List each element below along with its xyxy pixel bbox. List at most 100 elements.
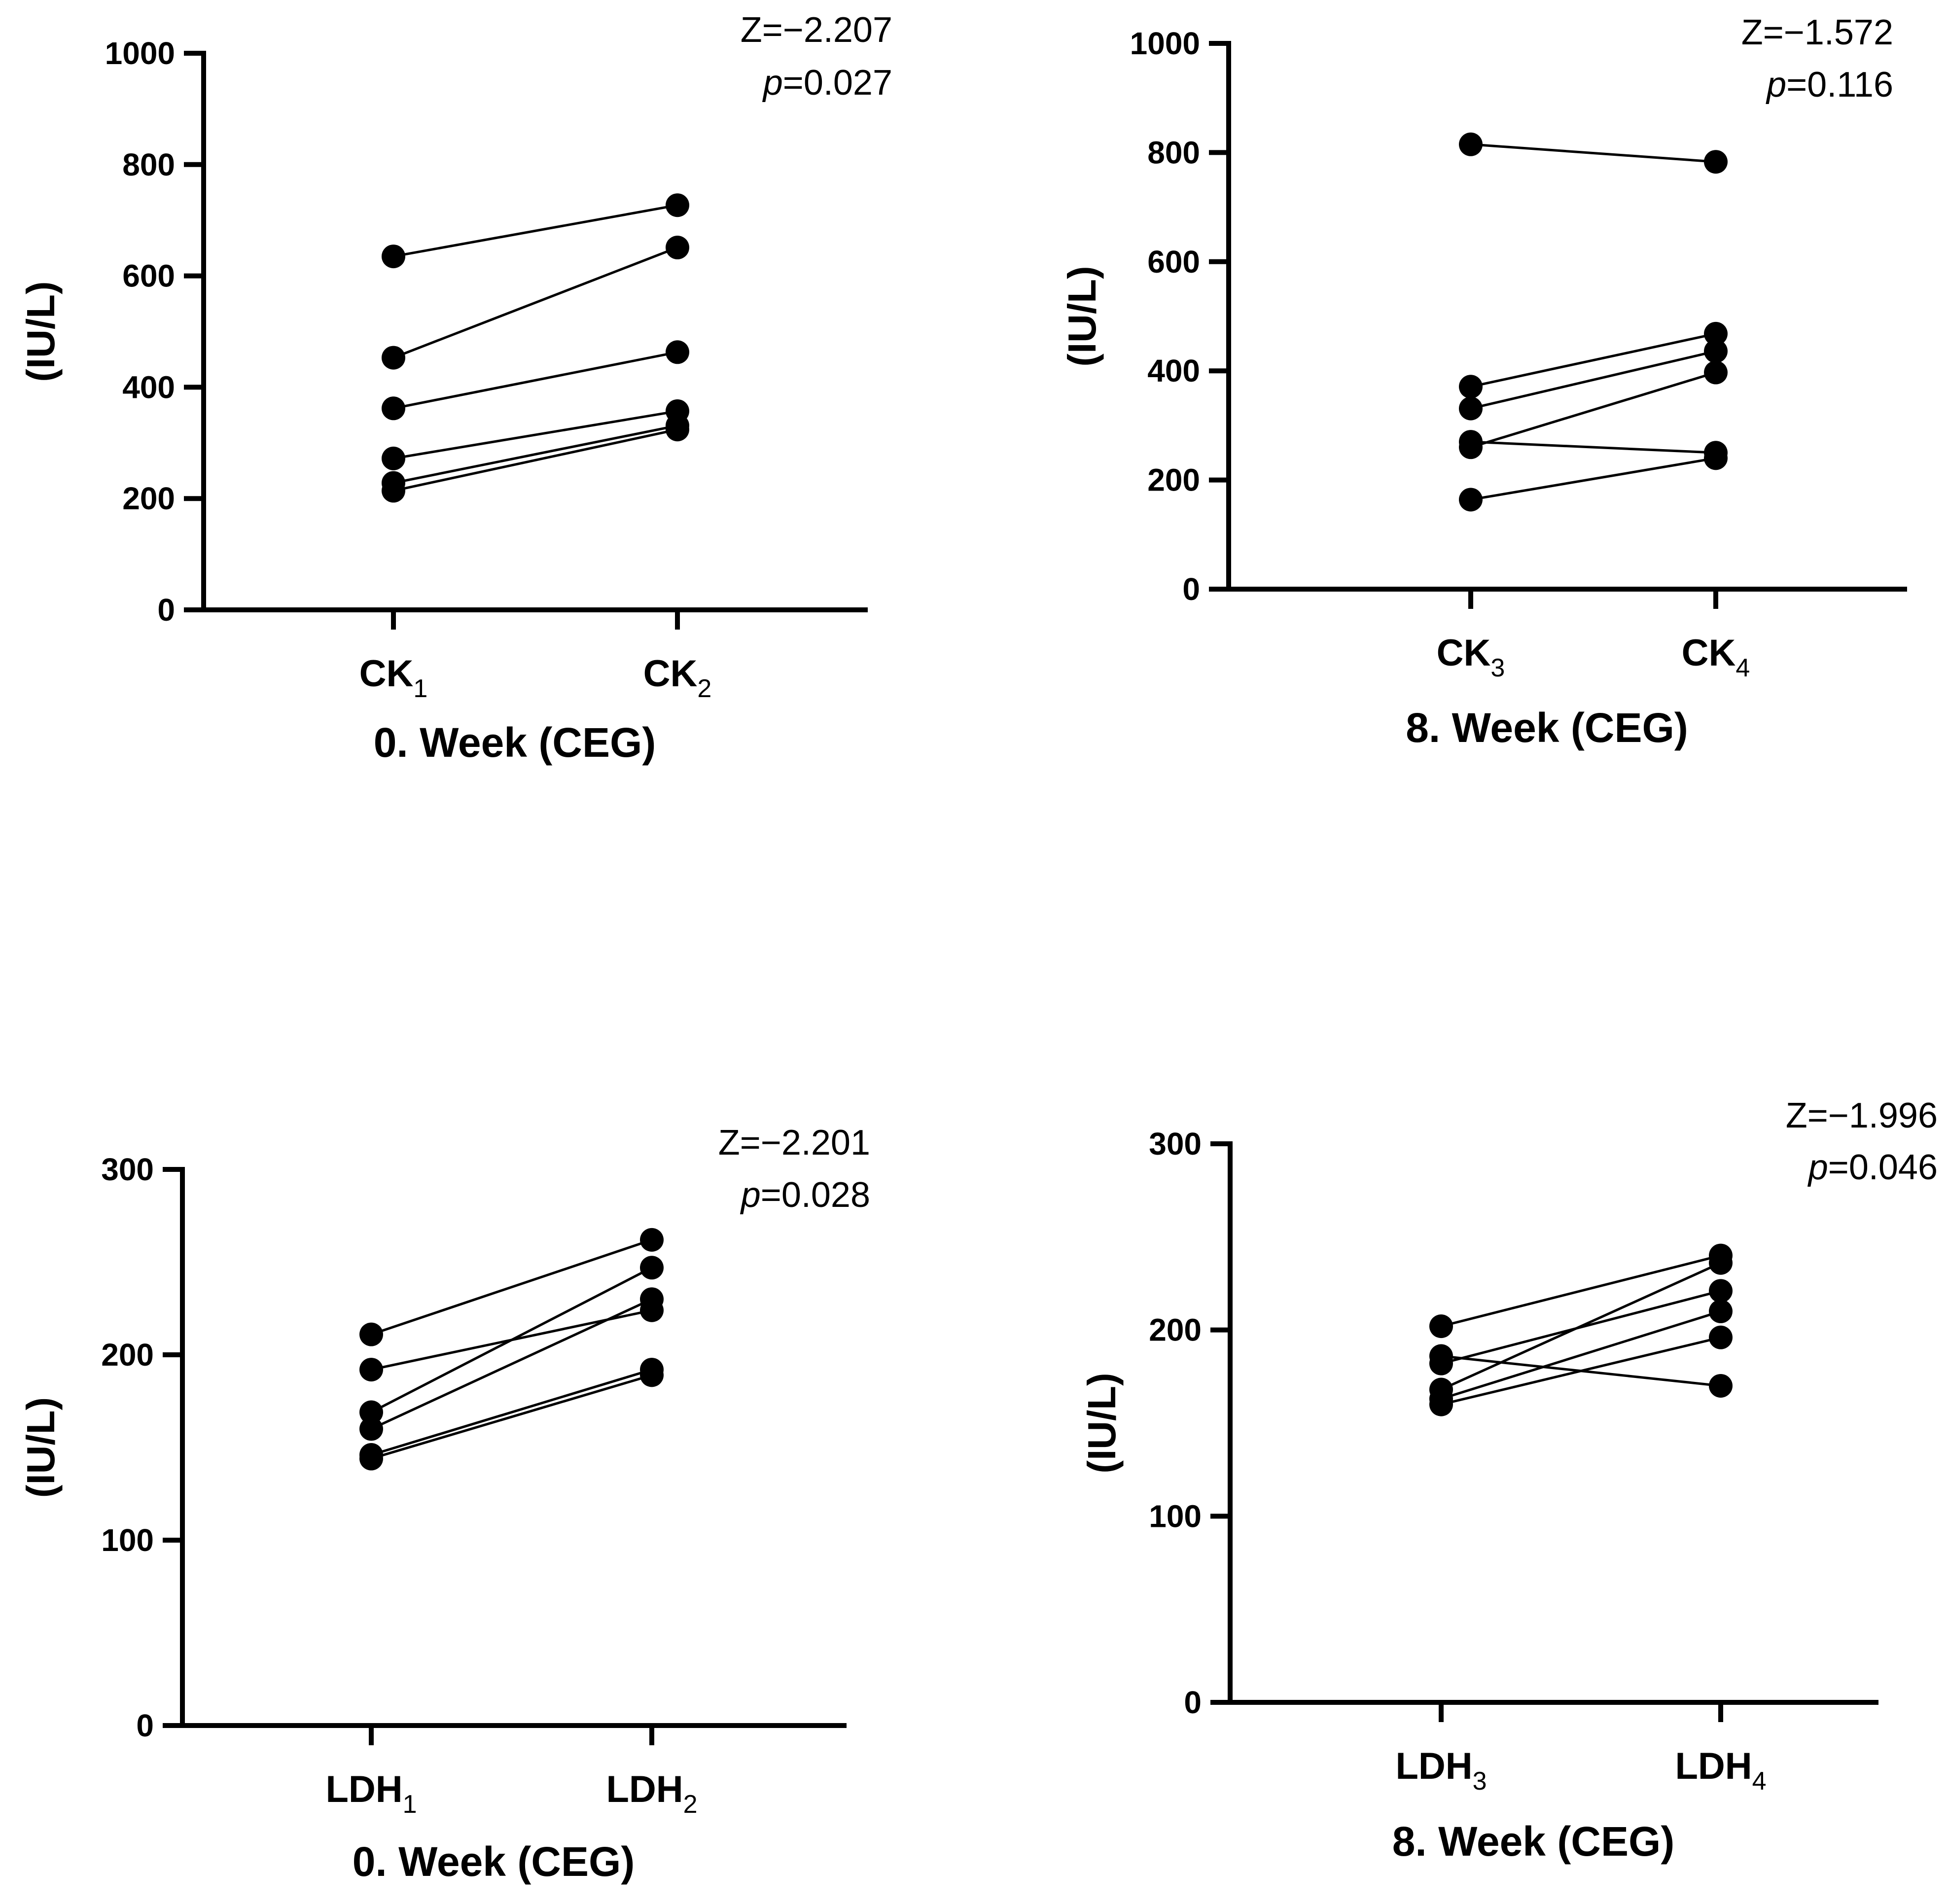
y-axis-title: (IU/L) (1080, 1373, 1124, 1473)
x-category-subscript: 1 (403, 1790, 417, 1819)
p-letter: p (1766, 65, 1786, 105)
x-category-label: LDH3 (1395, 1745, 1487, 1796)
y-tick-label: 200 (1149, 1312, 1202, 1348)
x-category-label: LDH1 (325, 1768, 417, 1819)
p-value: p=0.046 (1807, 1148, 1938, 1187)
y-tick-label: 0 (1182, 571, 1200, 607)
y-tick-label: 1000 (105, 35, 175, 71)
x-axis-title: 0. Week (CEG) (353, 1838, 635, 1885)
paired-line (393, 424, 678, 485)
x-category-label: CK1 (359, 653, 428, 703)
x-category-base: LDH (1675, 1745, 1752, 1787)
data-point-before (1429, 1314, 1453, 1339)
y-tick-label: 1000 (1130, 26, 1200, 61)
y-tick-label: 800 (1147, 135, 1200, 170)
data-point-before (382, 396, 405, 421)
x-category-label: CK4 (1682, 632, 1750, 682)
data-point-after (640, 1287, 664, 1311)
x-axis-title: 8. Week (CEG) (1392, 1818, 1675, 1865)
data-point-after (1704, 150, 1728, 174)
x-category-subscript: 4 (1752, 1767, 1767, 1796)
data-point-before (382, 245, 405, 269)
y-tick-label: 100 (1149, 1498, 1202, 1534)
data-point-after (640, 1256, 664, 1280)
x-category-label: CK3 (1437, 632, 1505, 682)
x-category-subscript: 2 (683, 1790, 698, 1819)
y-axis-title: (IU/L) (19, 1397, 63, 1498)
paired-line (1470, 143, 1716, 163)
data-point-before (359, 1322, 383, 1346)
data-point-before (382, 346, 405, 370)
p-value: p=0.028 (740, 1175, 870, 1215)
p-number: =0.027 (783, 63, 892, 103)
y-tick-label: 300 (101, 1152, 154, 1187)
paired-line (1470, 350, 1716, 410)
data-point-before (359, 1400, 383, 1424)
y-axis-title: (IU/L) (1060, 266, 1104, 366)
p-number: =0.046 (1828, 1148, 1938, 1187)
data-point-after (666, 340, 689, 364)
data-point-after (1709, 1279, 1733, 1303)
z-statistic: Z=−1.572 (1741, 13, 1893, 52)
z-statistic: Z=−2.207 (741, 10, 892, 50)
z-statistic: Z=−1.996 (1786, 1096, 1938, 1135)
paired-line (371, 1368, 652, 1456)
y-tick-label: 800 (122, 147, 175, 182)
x-category-base: LDH (325, 1768, 402, 1810)
p-number: =0.028 (761, 1175, 870, 1215)
x-category-label: CK2 (643, 653, 712, 703)
paired-line (393, 410, 678, 460)
data-point-after (1709, 1374, 1733, 1398)
x-category-base: LDH (606, 1768, 683, 1810)
paired-line (371, 1238, 652, 1336)
y-tick-label: 100 (101, 1522, 154, 1558)
data-point-after (1709, 1251, 1733, 1275)
y-tick-label: 200 (1147, 462, 1200, 498)
data-point-after (1709, 1299, 1733, 1323)
x-category-subscript: 1 (413, 674, 427, 703)
p-letter: p (740, 1175, 761, 1215)
data-point-before (359, 1358, 383, 1382)
data-point-before (1459, 396, 1483, 421)
paired-line (1470, 440, 1716, 454)
data-point-after (666, 193, 689, 217)
data-point-before (1459, 375, 1483, 399)
y-tick-label: 600 (1147, 244, 1200, 280)
paired-line (1470, 457, 1716, 501)
y-tick-label: 0 (1184, 1685, 1202, 1720)
p-number: =0.116 (1786, 65, 1893, 105)
y-tick-label: 0 (157, 592, 175, 628)
y-tick-label: 200 (101, 1337, 154, 1373)
y-tick-label: 300 (1149, 1126, 1202, 1162)
x-category-base: LDH (1395, 1745, 1472, 1787)
data-point-before (1429, 1392, 1453, 1416)
z-statistic: Z=−2.201 (718, 1123, 870, 1163)
y-tick-label: 0 (136, 1708, 154, 1743)
data-point-before (1459, 132, 1483, 156)
data-point-after (1704, 446, 1728, 470)
x-category-subscript: 3 (1490, 654, 1505, 682)
data-point-before (1459, 488, 1483, 512)
data-point-before (359, 1446, 383, 1471)
paired-line (370, 1298, 653, 1430)
data-point-before (382, 479, 405, 503)
y-tick-label: 200 (122, 481, 175, 516)
data-point-after (1709, 1325, 1733, 1349)
paired-line (370, 1267, 653, 1413)
x-category-base: CK (1682, 632, 1736, 674)
x-category-base: CK (359, 653, 414, 695)
p-letter: p (762, 63, 783, 103)
data-point-after (1704, 321, 1728, 346)
data-point-after (1704, 339, 1728, 363)
p-value: p=0.116 (1766, 65, 1893, 105)
data-point-after (1704, 360, 1728, 385)
data-point-before (382, 446, 405, 470)
paired-line (393, 246, 678, 359)
paired-line (393, 351, 678, 410)
x-category-subscript: 3 (1473, 1767, 1487, 1796)
data-point-before (1459, 430, 1483, 454)
